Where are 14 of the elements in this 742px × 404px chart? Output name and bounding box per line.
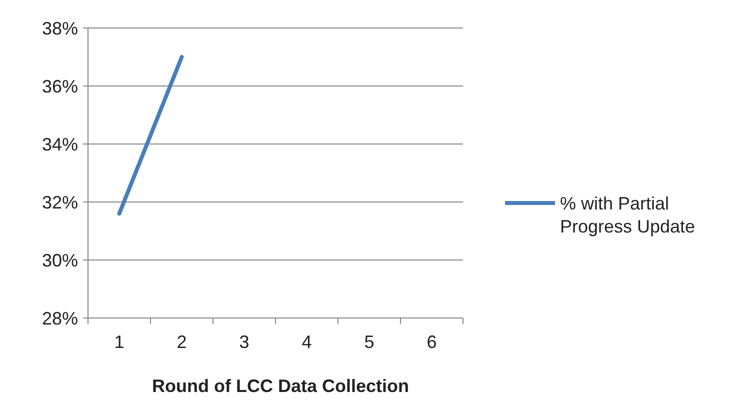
x-tick-label: 2 [176, 332, 187, 352]
y-tick-label: 30% [42, 250, 78, 270]
x-tick-label: 3 [239, 332, 250, 352]
legend-label: % with Partial Progress Update [560, 193, 696, 237]
x-tick-label: 1 [114, 332, 124, 352]
y-tick-label: 32% [42, 192, 78, 212]
y-tick-label: 34% [42, 134, 78, 154]
x-tick-label: 5 [364, 332, 374, 352]
x-axis-title: Round of LCC Data Collection [152, 376, 409, 396]
x-tick-label: 4 [302, 332, 312, 352]
y-tick-label: 38% [42, 18, 78, 38]
x-tick-label: 6 [426, 332, 437, 352]
y-tick-label: 28% [42, 308, 78, 328]
y-tick-label: 36% [42, 76, 78, 96]
